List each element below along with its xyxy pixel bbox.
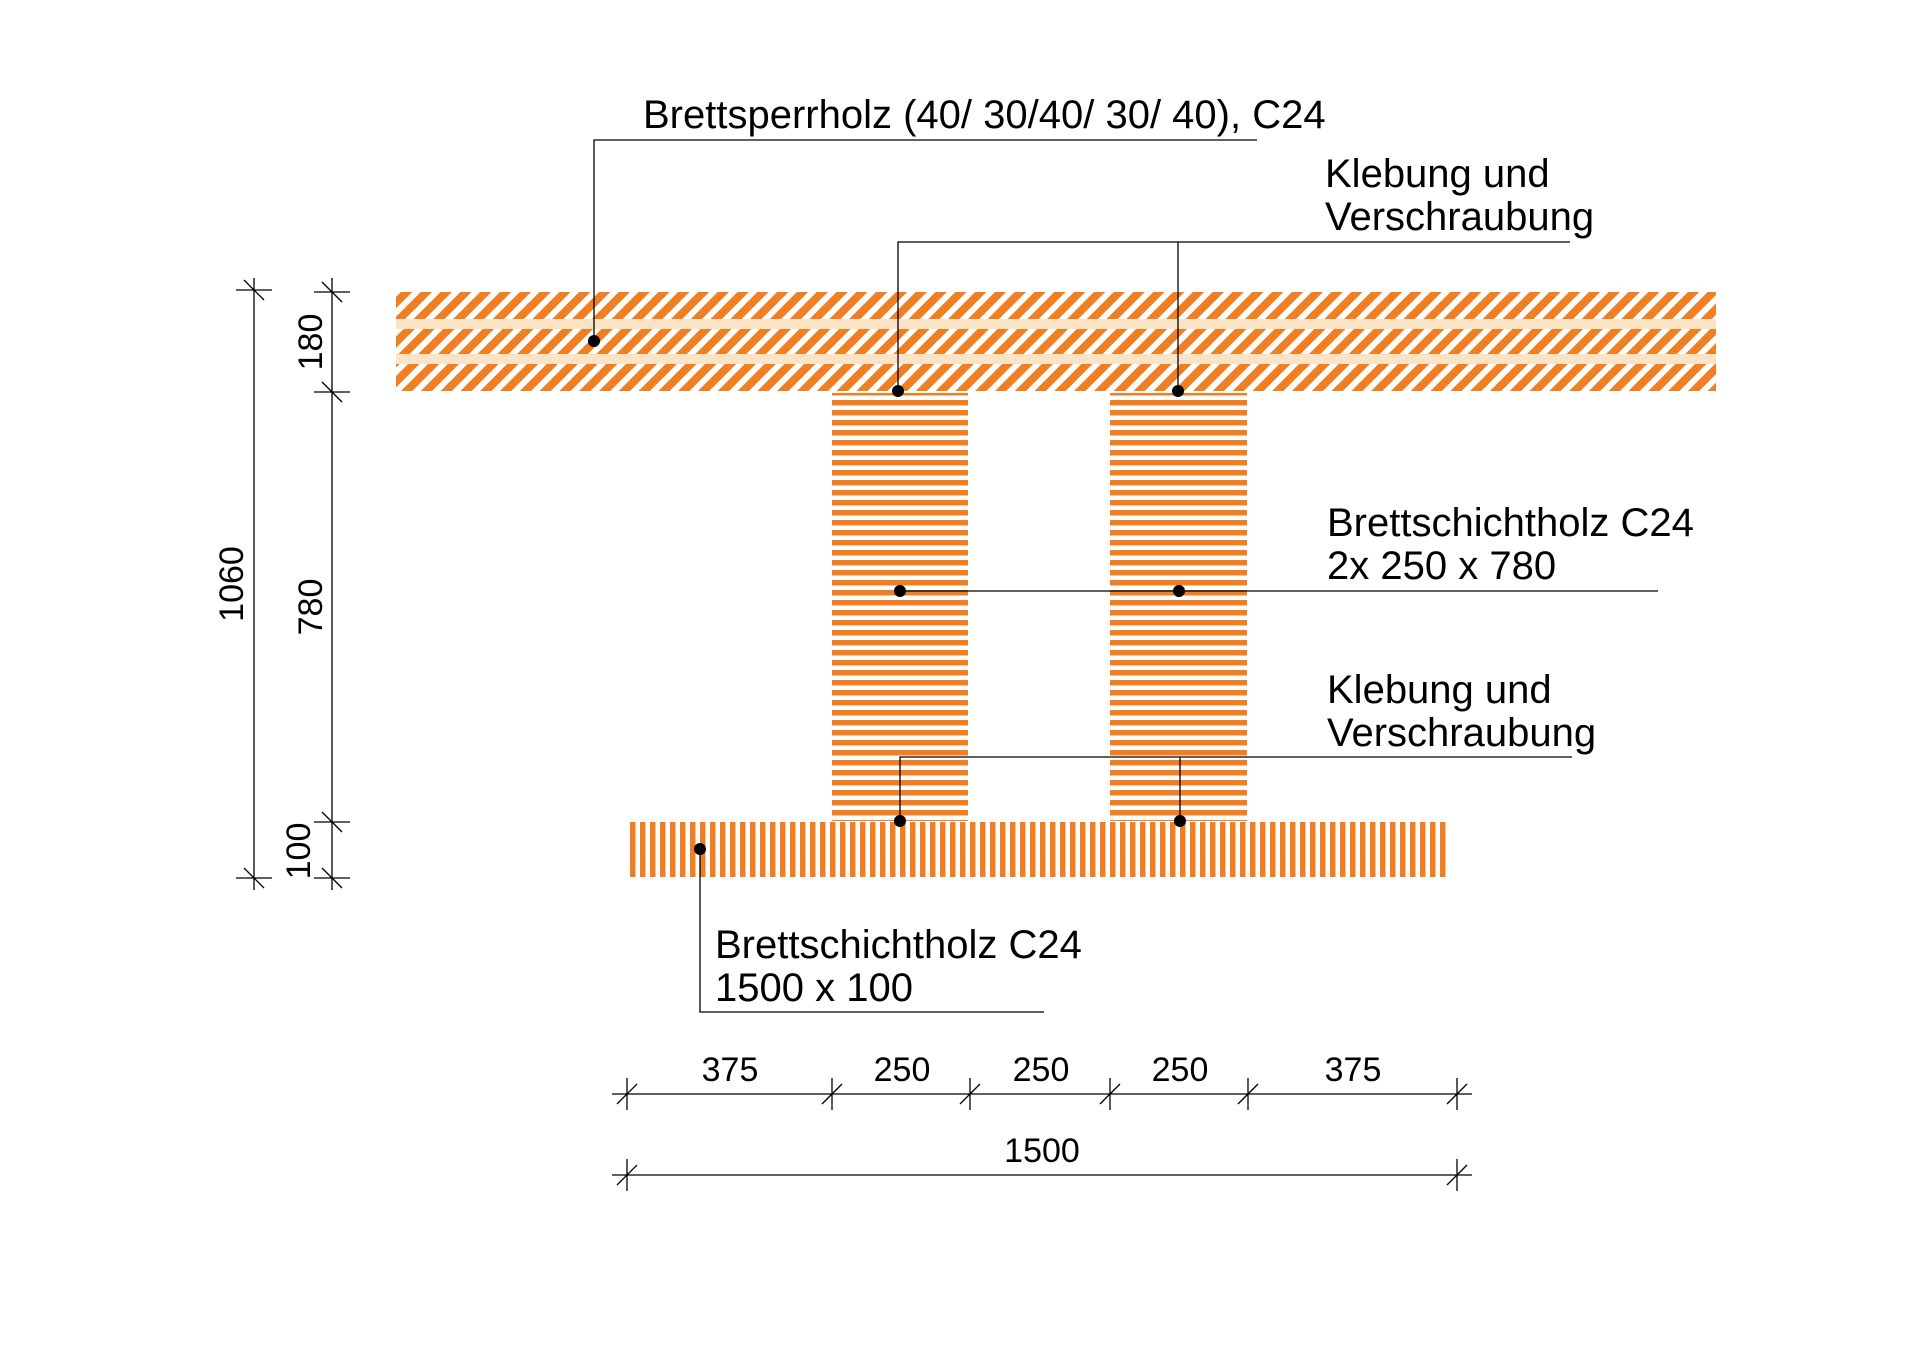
- dim-segment-3: 250: [1013, 1051, 1070, 1089]
- web-right: [1110, 393, 1247, 821]
- dim-1500: 1500: [1004, 1132, 1080, 1170]
- clt-layer-5: [396, 364, 1716, 391]
- dim-total-width: 1500: [612, 1132, 1472, 1191]
- flange-label-line2: 1500 x 100: [715, 966, 913, 1010]
- leader-clt: [588, 139, 1257, 347]
- dim-segment-2: 250: [874, 1051, 931, 1089]
- leader-flange: [694, 843, 1044, 1013]
- dim-segments: 375 250 250 250 375: [612, 1051, 1472, 1110]
- dim-segment-1: 375: [702, 1051, 759, 1089]
- dim-100: 100: [280, 823, 318, 880]
- glue-bottom-label-line1: Klebung und: [1327, 668, 1552, 712]
- glue-bottom-dot-right: [1174, 815, 1186, 827]
- web-label-line2: 2x 250 x 780: [1327, 544, 1556, 588]
- leader-glue-bottom: [894, 756, 1572, 827]
- glue-bottom-label-line2: Verschraubung: [1327, 711, 1596, 755]
- dim-1060: 1060: [213, 546, 251, 622]
- dim-total-height: 1060: [213, 278, 272, 890]
- clt-slab: [396, 292, 1716, 391]
- web-label-line1: Brettschichtholz C24: [1327, 501, 1694, 545]
- flange-dot: [694, 843, 706, 855]
- bottom-flange: [627, 822, 1450, 877]
- dim-segment-5: 375: [1325, 1051, 1382, 1089]
- dim-layer-heights: 180 780 100: [280, 278, 350, 890]
- clt-layer-1: [396, 292, 1716, 319]
- leader-web: [894, 585, 1658, 597]
- dim-segment-4: 250: [1152, 1051, 1209, 1089]
- glue-top-dot-left: [892, 385, 904, 397]
- dim-180: 180: [292, 314, 330, 371]
- clt-label: Brettsperrholz (40/ 30/40/ 30/ 40), C24: [643, 93, 1326, 137]
- clt-layer-4: [396, 354, 1716, 364]
- glue-top-dot-right: [1172, 385, 1184, 397]
- web-left: [832, 393, 968, 821]
- clt-dot: [588, 335, 600, 347]
- clt-layer-2: [396, 319, 1716, 329]
- flange-label-line1: Brettschichtholz C24: [715, 923, 1082, 967]
- glue-bottom-dot-left: [894, 815, 906, 827]
- glue-top-label-line1: Klebung und: [1325, 152, 1550, 196]
- web-dot-right: [1173, 585, 1185, 597]
- dim-780: 780: [292, 579, 330, 636]
- glue-top-label-line2: Verschraubung: [1325, 195, 1594, 239]
- leader-glue-top: [892, 241, 1570, 397]
- clt-layer-3: [396, 329, 1716, 354]
- web-dot-left: [894, 585, 906, 597]
